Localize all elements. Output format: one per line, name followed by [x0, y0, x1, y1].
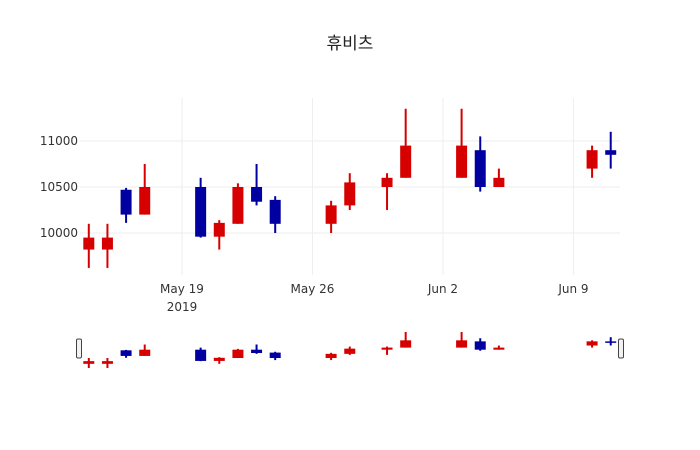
x-tick-label: May 26: [291, 282, 335, 296]
x-tick-label: May 19: [160, 282, 204, 296]
candle: [101, 223, 113, 268]
y-tick-label: 10500: [40, 180, 78, 194]
candle: [400, 108, 412, 178]
candle: [325, 200, 337, 233]
candle: [474, 136, 486, 192]
slider-candle: [474, 338, 486, 351]
candle: [213, 220, 225, 250]
y-tick-label: 10000: [40, 226, 78, 240]
y-axis: 10000 10500 11000: [40, 134, 78, 240]
candle: [139, 164, 151, 215]
slider-candle: [381, 346, 393, 355]
grid-lines: [80, 98, 620, 275]
plot-area[interactable]: [83, 108, 617, 268]
chart-title: 휴비츠: [327, 34, 374, 54]
x-axis: May 19 2019 May 26 Jun 2 Jun 9: [160, 282, 588, 314]
candle: [586, 145, 598, 178]
candle: [493, 168, 505, 187]
slider-candle: [195, 347, 207, 362]
slider-candle: [83, 358, 95, 368]
slider-candle: [605, 337, 617, 346]
candle: [251, 164, 263, 206]
slider-candle: [325, 352, 337, 361]
candle: [605, 131, 617, 169]
slider-candle: [344, 346, 356, 355]
range-slider[interactable]: [76, 332, 624, 368]
range-slider-right-handle[interactable]: [618, 338, 624, 359]
x-tick-label: Jun 2: [427, 282, 458, 296]
slider-candle: [456, 332, 468, 348]
slider-candle: [213, 357, 225, 364]
x-tick-label: Jun 9: [557, 282, 588, 296]
slider-candle: [251, 344, 263, 354]
range-slider-left-handle[interactable]: [76, 338, 82, 359]
candle: [232, 183, 244, 224]
candle: [269, 196, 281, 233]
y-tick-label: 11000: [40, 134, 78, 148]
slider-candle: [232, 348, 244, 359]
slider-candle: [101, 358, 113, 368]
candle: [456, 108, 468, 178]
slider-candle: [139, 344, 151, 356]
candle: [83, 223, 95, 268]
slider-candle: [493, 345, 505, 350]
slider-candle: [400, 332, 412, 348]
slider-candle: [120, 349, 132, 358]
slider-candle: [586, 340, 598, 348]
candle: [381, 173, 393, 210]
candle: [344, 173, 356, 210]
x-tick-year-label: 2019: [167, 300, 198, 314]
candle: [195, 177, 207, 238]
slider-candle: [269, 351, 281, 361]
candle: [120, 187, 132, 223]
